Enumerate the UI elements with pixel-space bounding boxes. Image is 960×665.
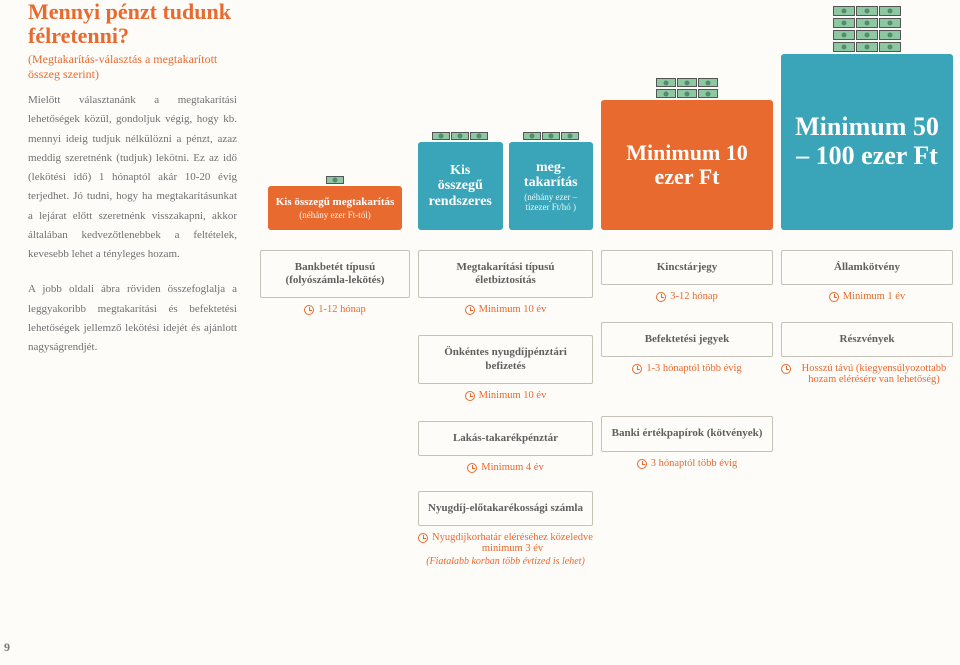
column-header: Kis összegű rendszeres [418, 142, 503, 230]
column-header: Kis összegű megtakarítás (néhány ezer Ft-… [268, 186, 403, 230]
clock-icon [632, 364, 642, 374]
option-box: Befektetési jegyek [601, 322, 773, 357]
option-note: Hosszú távú (kiegyensúlyozottabb hozam e… [781, 363, 953, 385]
page-subtitle: (Megtakarítás-választás a megtakarított … [28, 52, 237, 81]
clock-icon [656, 292, 666, 302]
chart-columns: Kis összegű megtakarítás (néhány ezer Ft-… [260, 0, 960, 567]
clock-icon [781, 364, 791, 374]
page-title: Mennyi pénzt tudunk félretenni? [28, 0, 237, 48]
chart-column-2: Kis összegű rendszeres meg-takarítás(néhá… [418, 0, 593, 567]
option-note-text: 1-12 hónap [318, 304, 366, 315]
option-note-text: Hosszú távú (kiegyensúlyozottabb hozam e… [795, 363, 953, 385]
cash-stack-icon [833, 6, 901, 54]
option-note-secondary: (Fiatalabb korban több évtized is lehet) [426, 556, 585, 567]
option-box: Lakás-takarékpénztár [418, 421, 593, 456]
cash-stack-icon [418, 132, 593, 142]
header-label: Minimum 10 ezer Ft [609, 141, 765, 189]
option-note: Minimum 4 év [467, 462, 543, 473]
clock-icon [465, 391, 475, 401]
option-note: 1-12 hónap [304, 304, 366, 315]
option-note: 3 hónaptól több évig [637, 458, 738, 469]
clock-icon [304, 305, 314, 315]
clock-icon [467, 463, 477, 473]
header-label: meg-takarítás [517, 160, 586, 191]
option-box: Nyugdíj-előtakarékossági számla [418, 491, 593, 526]
header-label: Kis összegű megtakarítás [276, 196, 395, 208]
body-paragraph-2: A jobb oldali ábra röviden összefoglalja… [28, 280, 237, 357]
option-box: Önkéntes nyugdíjpénztári befizetés [418, 335, 593, 383]
column-header: Minimum 50 – 100 ezer Ft [781, 54, 953, 230]
header-sublabel: (néhány ezer Ft-tól) [276, 210, 395, 220]
page: Mennyi pénzt tudunk félretenni? (Megtaka… [0, 0, 960, 567]
chart-column-4: Minimum 50 – 100 ezer Ft Államkötvény Mini… [781, 0, 953, 567]
clock-icon [829, 292, 839, 302]
column-header-stack: Kis összegű rendszeres meg-takarítás(néhá… [418, 0, 593, 230]
option-box: Kincstárjegy [601, 250, 773, 285]
option-note-text: Minimum 10 év [479, 390, 547, 401]
right-column: Kis összegű megtakarítás (néhány ezer Ft-… [255, 0, 960, 567]
clock-icon [637, 459, 647, 469]
option-note-text: Minimum 4 év [481, 462, 543, 473]
header-label: Minimum 50 – 100 ezer Ft [789, 113, 945, 170]
option-note-text: 3 hónaptól több évig [651, 458, 738, 469]
header-sublabel: (néhány ezer – tízezer Ft/hó ) [517, 192, 586, 212]
option-note: Minimum 10 év [465, 390, 547, 401]
option-box: Megtakarítási típusú életbiztosítás [418, 250, 593, 298]
option-box: Bankbetét típusú (folyószámla-lekötés) [260, 250, 410, 298]
column-header-stack: Minimum 10 ezer Ft [601, 0, 773, 230]
option-note-text: Minimum 1 év [843, 291, 905, 302]
column-header-stack: Minimum 50 – 100 ezer Ft [781, 0, 953, 230]
cash-stack-icon [656, 78, 718, 100]
body-paragraph-1: Mielőtt választanánk a megtakarítási leh… [28, 91, 237, 264]
option-box: Banki értékpapírok (kötvények) [601, 416, 773, 451]
option-note: Minimum 10 év [465, 304, 547, 315]
option-note-text: 3-12 hónap [670, 291, 718, 302]
option-note-text: 1-3 hónaptól több évig [646, 363, 741, 374]
option-note: 1-3 hónaptól több évig [632, 363, 741, 374]
column-header: meg-takarítás(néhány ezer – tízezer Ft/h… [509, 142, 594, 230]
option-note-text: Nyugdíjkorhatár eléréséhez közeledve min… [432, 532, 593, 554]
option-box: Államkötvény [781, 250, 953, 285]
clock-icon [465, 305, 475, 315]
left-column: Mennyi pénzt tudunk félretenni? (Megtaka… [0, 0, 255, 567]
option-note: Minimum 1 év [829, 291, 905, 302]
option-box: Részvények [781, 322, 953, 357]
page-number: 9 [4, 640, 10, 655]
option-note: Nyugdíjkorhatár eléréséhez közeledve min… [418, 532, 593, 554]
header-label: Kis összegű rendszeres [426, 163, 495, 209]
option-note: 3-12 hónap [656, 291, 718, 302]
chart-column-3: Minimum 10 ezer Ft Kincstárjegy 3-12 hónap… [601, 0, 773, 567]
option-note-text: Minimum 10 év [479, 304, 547, 315]
column-header: Minimum 10 ezer Ft [601, 100, 773, 230]
chart-column-1: Kis összegű megtakarítás (néhány ezer Ft-… [260, 0, 410, 567]
cash-stack-icon [326, 176, 344, 186]
column-header-stack: Kis összegű megtakarítás (néhány ezer Ft-… [268, 0, 403, 230]
clock-icon [418, 533, 428, 543]
